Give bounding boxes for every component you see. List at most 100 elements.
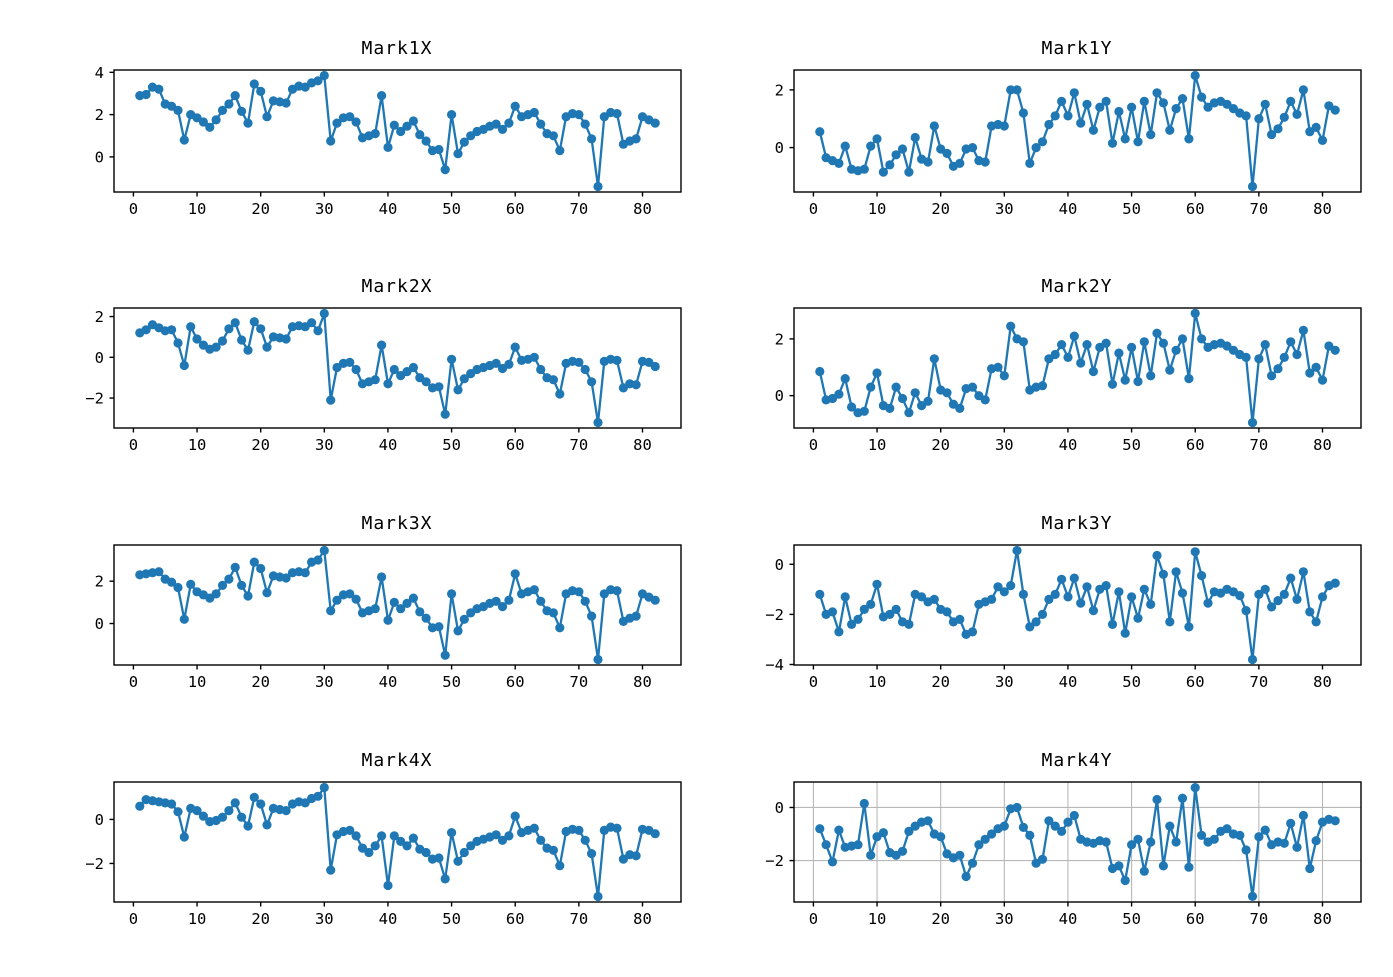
svg-text:60: 60 xyxy=(506,436,525,454)
svg-text:50: 50 xyxy=(1122,436,1141,454)
svg-text:2: 2 xyxy=(95,106,104,124)
svg-text:50: 50 xyxy=(442,200,461,218)
svg-text:50: 50 xyxy=(1122,910,1141,928)
svg-text:70: 70 xyxy=(570,910,589,928)
svg-text:0: 0 xyxy=(95,148,104,166)
svg-text:40: 40 xyxy=(379,436,398,454)
svg-text:0: 0 xyxy=(95,811,104,829)
subplot-mark3y: 0 10 20 30 40 50 60 70 80 0 −2 −4 xyxy=(714,531,1387,711)
svg-text:40: 40 xyxy=(379,200,398,218)
svg-text:50: 50 xyxy=(442,436,461,454)
svg-text:60: 60 xyxy=(506,910,525,928)
svg-text:10: 10 xyxy=(188,910,207,928)
svg-text:60: 60 xyxy=(506,200,525,218)
svg-text:20: 20 xyxy=(251,436,270,454)
svg-text:0: 0 xyxy=(775,387,784,405)
subplot-mark2x: 0 10 20 30 40 50 60 70 80 2 0 −2 xyxy=(34,294,707,474)
svg-text:40: 40 xyxy=(1059,910,1078,928)
svg-text:30: 30 xyxy=(315,910,334,928)
subplot-title-mark1x: Mark1X xyxy=(361,38,433,59)
subplot-title-mark3y: Mark3Y xyxy=(1041,513,1113,534)
svg-text:80: 80 xyxy=(1313,910,1332,928)
svg-text:10: 10 xyxy=(188,673,207,691)
svg-text:0: 0 xyxy=(129,436,138,454)
subplot-title-mark3x: Mark3X xyxy=(361,513,433,534)
svg-text:70: 70 xyxy=(570,200,589,218)
svg-text:70: 70 xyxy=(1250,200,1269,218)
svg-text:50: 50 xyxy=(1122,200,1141,218)
svg-text:80: 80 xyxy=(633,910,652,928)
svg-text:10: 10 xyxy=(868,200,887,218)
svg-text:20: 20 xyxy=(931,910,950,928)
svg-text:80: 80 xyxy=(633,436,652,454)
subplot-title-mark2y: Mark2Y xyxy=(1041,276,1113,297)
svg-text:0: 0 xyxy=(95,349,104,367)
svg-text:0: 0 xyxy=(129,910,138,928)
svg-text:70: 70 xyxy=(570,436,589,454)
svg-text:30: 30 xyxy=(995,910,1014,928)
svg-text:30: 30 xyxy=(315,673,334,691)
svg-text:10: 10 xyxy=(868,436,887,454)
svg-text:0: 0 xyxy=(775,139,784,157)
svg-text:2: 2 xyxy=(95,308,104,326)
svg-text:0: 0 xyxy=(775,799,784,817)
svg-text:0: 0 xyxy=(809,673,818,691)
svg-text:40: 40 xyxy=(1059,200,1078,218)
svg-text:10: 10 xyxy=(868,673,887,691)
subplot-title-mark4y: Mark4Y xyxy=(1041,750,1113,771)
svg-text:50: 50 xyxy=(442,910,461,928)
svg-text:0: 0 xyxy=(775,556,784,574)
svg-text:−2: −2 xyxy=(85,390,104,408)
svg-text:70: 70 xyxy=(1250,910,1269,928)
svg-text:−2: −2 xyxy=(85,855,104,873)
subplot-mark2y: 0 10 20 30 40 50 60 70 80 2 0 xyxy=(714,294,1387,474)
svg-text:70: 70 xyxy=(1250,673,1269,691)
svg-text:2: 2 xyxy=(95,573,104,591)
svg-text:10: 10 xyxy=(868,910,887,928)
svg-text:30: 30 xyxy=(995,673,1014,691)
subplot-mark3x: 0 10 20 30 40 50 60 70 80 2 0 xyxy=(34,531,707,711)
svg-text:30: 30 xyxy=(315,436,334,454)
svg-text:60: 60 xyxy=(1186,673,1205,691)
svg-text:2: 2 xyxy=(775,330,784,348)
svg-text:0: 0 xyxy=(809,910,818,928)
subplot-title-mark1y: Mark1Y xyxy=(1041,38,1113,59)
svg-text:80: 80 xyxy=(1313,436,1332,454)
svg-text:20: 20 xyxy=(251,673,270,691)
subplot-mark4x: 0 10 20 30 40 50 60 70 80 0 −2 xyxy=(34,768,707,948)
svg-text:80: 80 xyxy=(633,200,652,218)
svg-text:−2: −2 xyxy=(765,852,784,870)
svg-text:40: 40 xyxy=(379,910,398,928)
subplot-mark4y: 0 10 20 30 40 50 60 70 80 0 −2 xyxy=(714,768,1387,948)
svg-text:80: 80 xyxy=(1313,200,1332,218)
subplot-title-mark2x: Mark2X xyxy=(361,276,433,297)
subplot-mark1x: 0 10 20 30 40 50 60 70 80 4 2 0 xyxy=(34,56,707,238)
svg-text:80: 80 xyxy=(633,673,652,691)
svg-text:60: 60 xyxy=(1186,910,1205,928)
svg-text:−2: −2 xyxy=(765,606,784,624)
svg-text:20: 20 xyxy=(931,673,950,691)
svg-text:60: 60 xyxy=(1186,200,1205,218)
subplot-title-mark4x: Mark4X xyxy=(361,750,433,771)
svg-text:20: 20 xyxy=(251,200,270,218)
svg-text:30: 30 xyxy=(995,436,1014,454)
svg-text:0: 0 xyxy=(129,200,138,218)
svg-text:20: 20 xyxy=(251,910,270,928)
svg-text:70: 70 xyxy=(570,673,589,691)
svg-text:30: 30 xyxy=(315,200,334,218)
svg-text:0: 0 xyxy=(809,436,818,454)
svg-text:60: 60 xyxy=(506,673,525,691)
svg-text:10: 10 xyxy=(188,436,207,454)
svg-text:40: 40 xyxy=(379,673,398,691)
subplot-mark1y: 0 10 20 30 40 50 60 70 80 2 0 xyxy=(714,56,1387,238)
svg-text:20: 20 xyxy=(931,200,950,218)
svg-text:40: 40 xyxy=(1059,436,1078,454)
svg-text:60: 60 xyxy=(1186,436,1205,454)
svg-text:50: 50 xyxy=(1122,673,1141,691)
svg-text:2: 2 xyxy=(775,81,784,99)
svg-text:50: 50 xyxy=(442,673,461,691)
svg-text:40: 40 xyxy=(1059,673,1078,691)
svg-text:−4: −4 xyxy=(765,656,784,674)
svg-text:4: 4 xyxy=(95,64,104,82)
